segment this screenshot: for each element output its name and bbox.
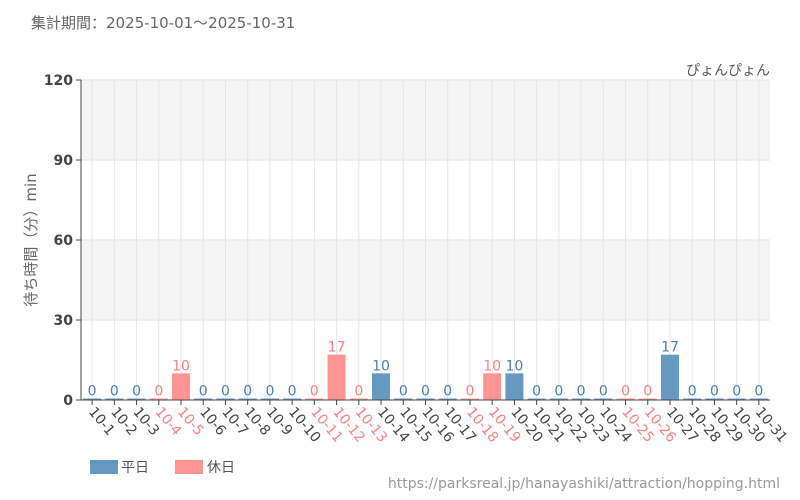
data-label: 17 xyxy=(661,340,679,356)
data-label: 0 xyxy=(577,384,586,400)
bar-10-21 xyxy=(527,398,546,400)
data-label: 10 xyxy=(172,358,190,374)
data-label: 0 xyxy=(754,384,763,400)
bar-10-24 xyxy=(594,398,613,400)
bar-10-31 xyxy=(749,398,768,400)
bar-10-15 xyxy=(394,398,413,400)
data-label: 0 xyxy=(132,384,141,400)
data-label: 0 xyxy=(688,384,697,400)
data-label: 0 xyxy=(643,384,652,400)
data-label: 0 xyxy=(732,384,741,400)
y-tick-label: 60 xyxy=(54,233,74,249)
data-label: 0 xyxy=(265,384,274,400)
bar-10-19 xyxy=(483,373,502,400)
data-label: 17 xyxy=(328,340,346,356)
bar-10-3 xyxy=(127,398,146,400)
data-label: 0 xyxy=(288,384,297,400)
data-label: 0 xyxy=(221,384,230,400)
bar-10-22 xyxy=(549,398,568,400)
bar-10-30 xyxy=(727,398,746,400)
bar-10-6 xyxy=(194,398,213,400)
bar-10-14 xyxy=(372,373,391,400)
source-url: https://parksreal.jp/hanayashiki/attract… xyxy=(388,476,780,492)
bar-10-27 xyxy=(660,354,679,400)
bar-10-23 xyxy=(572,398,591,400)
data-label: 0 xyxy=(110,384,119,400)
y-tick-label: 120 xyxy=(44,73,73,89)
data-label: 0 xyxy=(621,384,630,400)
data-label: 0 xyxy=(465,384,474,400)
data-label: 0 xyxy=(421,384,430,400)
bar-10-29 xyxy=(705,398,724,400)
data-label: 0 xyxy=(399,384,408,400)
bar-10-20 xyxy=(505,373,524,400)
legend-weekday-label: 平日 xyxy=(121,460,149,476)
bar-10-26 xyxy=(638,398,657,400)
y-tick-label: 0 xyxy=(63,393,73,409)
data-label: 0 xyxy=(710,384,719,400)
bar-10-12 xyxy=(327,354,346,400)
bar-10-4 xyxy=(149,398,168,400)
bar-10-10 xyxy=(283,398,302,400)
legend-holiday-swatch xyxy=(175,460,203,474)
y-tick-label: 30 xyxy=(54,313,74,329)
legend-holiday-label: 休日 xyxy=(207,460,235,476)
data-label: 0 xyxy=(154,384,163,400)
data-label: 10 xyxy=(483,358,501,374)
bar-10-18 xyxy=(460,398,479,400)
data-label: 0 xyxy=(443,384,452,400)
bar-10-17 xyxy=(438,398,457,400)
bar-10-5 xyxy=(172,373,191,400)
y-axis-label: 待ち時間（分）min xyxy=(22,173,40,306)
bar-10-2 xyxy=(105,398,124,400)
data-label: 0 xyxy=(310,384,319,400)
chart-title: ぴょんぴょん xyxy=(686,63,770,79)
bar-10-11 xyxy=(305,398,324,400)
data-label: 0 xyxy=(532,384,541,400)
data-label: 0 xyxy=(554,384,563,400)
data-label: 0 xyxy=(599,384,608,400)
data-label: 0 xyxy=(199,384,208,400)
bar-10-9 xyxy=(260,398,279,400)
period-label: 集計期間：2025-10-01〜2025-10-31 xyxy=(31,14,296,32)
bar-10-13 xyxy=(349,398,368,400)
data-label: 0 xyxy=(88,384,97,400)
bar-10-16 xyxy=(416,398,435,400)
data-label: 10 xyxy=(372,358,390,374)
data-label: 0 xyxy=(243,384,252,400)
y-tick-label: 90 xyxy=(54,153,74,169)
legend-weekday-swatch xyxy=(90,460,118,474)
bar-10-1 xyxy=(83,398,102,400)
data-label: 10 xyxy=(505,358,523,374)
bar-10-8 xyxy=(238,398,257,400)
bar-10-25 xyxy=(616,398,635,400)
bar-10-28 xyxy=(683,398,702,400)
data-label: 0 xyxy=(354,384,363,400)
bar-10-7 xyxy=(216,398,235,400)
